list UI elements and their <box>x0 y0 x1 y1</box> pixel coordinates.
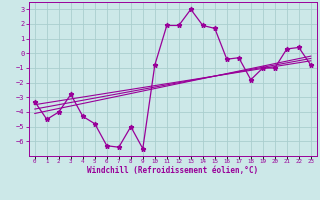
X-axis label: Windchill (Refroidissement éolien,°C): Windchill (Refroidissement éolien,°C) <box>87 166 258 175</box>
